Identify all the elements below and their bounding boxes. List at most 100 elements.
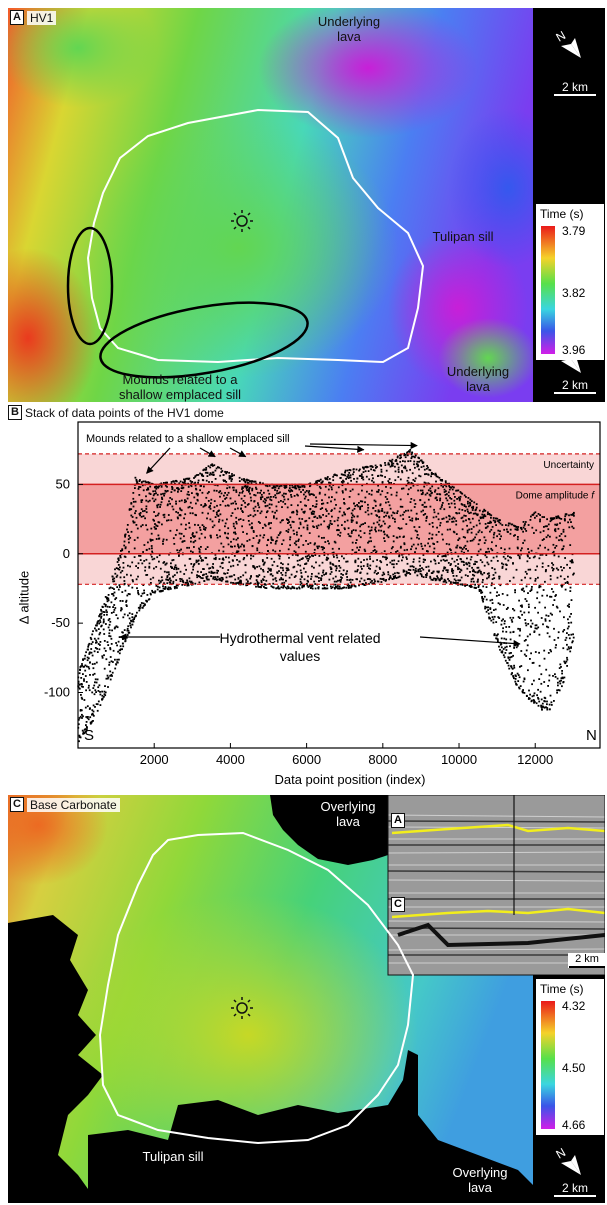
data-point [543, 516, 545, 518]
data-point [327, 488, 330, 491]
data-point [315, 503, 318, 506]
data-point [352, 471, 355, 473]
data-point [313, 494, 315, 497]
data-point [300, 575, 303, 578]
data-point [131, 623, 134, 626]
data-point [415, 517, 417, 520]
data-point [88, 684, 90, 687]
data-point [113, 604, 116, 606]
data-point [127, 584, 130, 587]
data-point [484, 515, 487, 518]
data-point [240, 504, 243, 506]
data-point [369, 581, 372, 584]
data-point [503, 528, 506, 531]
data-point [450, 502, 453, 505]
scale-bar-c: 2 km [554, 1181, 596, 1197]
data-point [99, 641, 102, 643]
data-point [99, 644, 101, 646]
data-point [203, 573, 205, 576]
data-point [80, 709, 83, 712]
data-point [483, 536, 486, 539]
scale-bar-label: 2 km [561, 1181, 588, 1195]
data-point [390, 482, 392, 484]
data-point [284, 487, 286, 489]
data-point [500, 535, 502, 538]
data-point [445, 569, 448, 571]
data-point [418, 526, 421, 528]
data-point [394, 575, 397, 577]
data-point [347, 477, 350, 479]
data-point [497, 640, 499, 643]
data-point [454, 506, 456, 509]
data-point [543, 526, 545, 528]
data-point [193, 564, 195, 566]
data-point [469, 521, 472, 524]
data-point [139, 604, 142, 606]
data-point [354, 505, 357, 507]
data-point [428, 569, 431, 572]
data-point [97, 690, 100, 692]
data-point [429, 487, 432, 490]
data-point [470, 511, 472, 514]
data-point [353, 515, 356, 518]
data-point [570, 599, 573, 601]
data-point [227, 504, 229, 507]
data-point [142, 602, 145, 605]
data-point [113, 591, 116, 594]
data-point [534, 624, 537, 627]
data-point [323, 551, 326, 554]
data-point [545, 668, 548, 671]
data-point [318, 485, 321, 488]
overlying-lava-mask-bottom [88, 1050, 533, 1203]
data-point [178, 488, 180, 491]
data-point [142, 551, 144, 553]
data-point [331, 509, 333, 511]
data-point [201, 577, 204, 580]
data-point [200, 532, 203, 535]
data-point [213, 500, 216, 502]
data-point [110, 660, 113, 663]
data-point [263, 491, 265, 494]
data-point [524, 598, 527, 600]
data-point [388, 525, 391, 527]
data-point [337, 516, 340, 519]
data-point [290, 504, 293, 506]
data-point [534, 627, 537, 630]
data-point [341, 555, 343, 558]
data-point [563, 518, 566, 520]
data-point [509, 580, 511, 582]
data-point [169, 586, 172, 589]
data-point [104, 650, 107, 652]
data-point [285, 530, 288, 532]
data-point [343, 557, 345, 560]
data-point [280, 577, 283, 579]
data-point [367, 525, 370, 528]
data-point [266, 485, 269, 488]
data-point [203, 580, 206, 582]
data-point [185, 477, 188, 480]
data-point [288, 489, 290, 492]
data-point [144, 566, 147, 569]
data-point [480, 516, 483, 519]
data-point [558, 535, 561, 537]
data-point [109, 620, 112, 623]
data-point [81, 729, 84, 732]
data-point [371, 580, 373, 582]
data-point [322, 546, 324, 549]
data-point [552, 590, 555, 593]
data-point [527, 623, 530, 625]
data-point [499, 538, 501, 540]
data-point [239, 545, 242, 548]
data-point [121, 648, 123, 651]
data-point [287, 519, 290, 521]
data-point [128, 508, 131, 510]
data-point [290, 494, 292, 496]
data-point [485, 586, 488, 588]
data-point [266, 557, 269, 559]
data-point [300, 582, 303, 585]
data-point [244, 481, 247, 484]
data-point [420, 459, 423, 462]
data-point [167, 586, 170, 589]
data-point [102, 621, 105, 624]
data-point [478, 529, 481, 532]
